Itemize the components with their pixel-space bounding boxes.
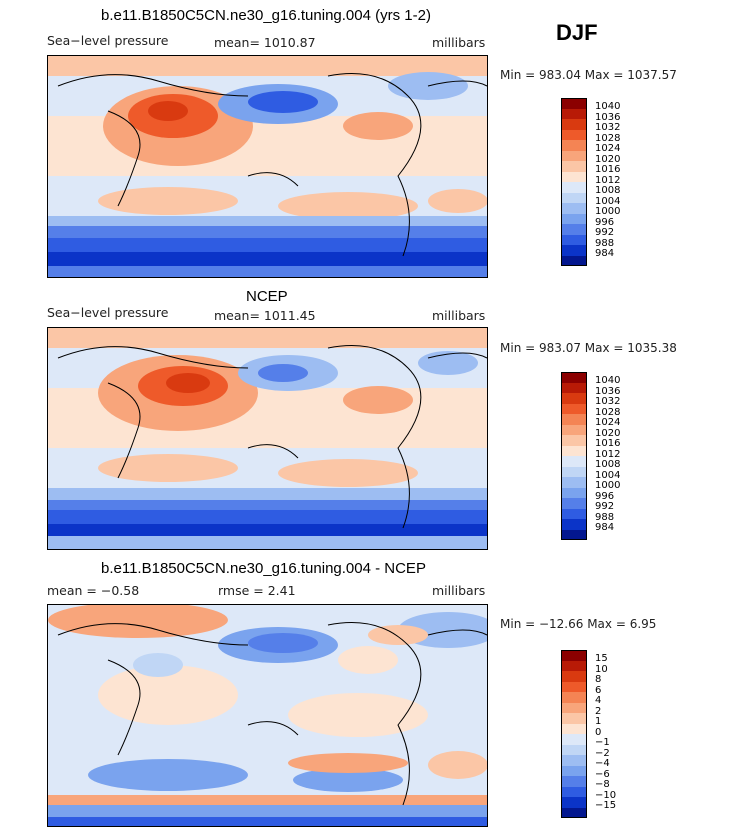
colorbar-label: 0 (595, 726, 602, 738)
colorbar-label: 2 (595, 705, 602, 717)
colorbar-label: 1036 (595, 385, 621, 397)
panel-3-rmse: rmse = 2.41 (218, 583, 296, 598)
panel-2-field (48, 328, 487, 549)
colorbar-label: 1012 (595, 448, 621, 460)
colorbar-frame (561, 98, 587, 266)
colorbar-label: 1032 (595, 122, 621, 133)
colorbar-label: 1020 (595, 153, 621, 165)
colorbar-label: 996 (595, 216, 615, 228)
colorbar-label: 1032 (595, 396, 621, 407)
colorbar-label: 1008 (595, 185, 621, 196)
panel-3-units: millibars (432, 583, 486, 598)
colorbar-label: 1020 (595, 427, 621, 439)
colorbar-label: 984 (595, 522, 615, 533)
colorbar-frame (561, 372, 587, 540)
colorbar-label: 1000 (595, 480, 621, 491)
colorbar-label: 992 (595, 501, 615, 512)
colorbar-label: 1036 (595, 111, 621, 123)
colorbar-label: 1 (595, 716, 602, 727)
colorbar-label: 1012 (595, 174, 621, 186)
panel-1-title: b.e11.B1850C5CN.ne30_g16.tuning.004 (yrs… (101, 7, 431, 24)
colorbar-label: 1028 (595, 132, 621, 144)
panel-1-map (47, 55, 488, 278)
colorbar-label: −4 (595, 758, 610, 769)
colorbar-label: 1024 (595, 143, 621, 154)
colorbar-label: −1 (595, 737, 610, 748)
colorbar-frame (561, 650, 587, 818)
colorbar-label: 1016 (595, 164, 621, 175)
colorbar-label: −2 (595, 747, 610, 759)
colorbar-label: 1000 (595, 206, 621, 217)
colorbar-label: 984 (595, 248, 615, 259)
colorbar-label: −8 (595, 779, 610, 790)
season-label: DJF (556, 20, 598, 45)
panel-3-title: b.e11.B1850C5CN.ne30_g16.tuning.004 - NC… (101, 560, 426, 577)
panel-2-units: millibars (432, 308, 486, 323)
panel-1-units: millibars (432, 35, 486, 50)
colorbar-label: 996 (595, 490, 615, 502)
panel-3-minmax: Min = −12.66 Max = 6.95 (500, 617, 657, 631)
panel-2-minmax: Min = 983.07 Max = 1035.38 (500, 341, 677, 355)
colorbar-label: 4 (595, 695, 602, 706)
panel-1-field (48, 56, 487, 277)
panel-2-map (47, 327, 488, 550)
colorbar-label: 988 (595, 511, 615, 523)
panel-2-variable: Sea−level pressure (47, 305, 169, 320)
colorbar-label: 992 (595, 227, 615, 238)
panel-1-variable: Sea−level pressure (47, 33, 169, 48)
colorbar-label: 10 (595, 663, 608, 675)
colorbar-label: 1040 (595, 101, 621, 112)
panel-1-mean: mean= 1010.87 (214, 35, 316, 50)
colorbar-label: 988 (595, 237, 615, 249)
panel-3-map (47, 604, 488, 827)
colorbar-label: 1004 (595, 195, 621, 207)
colorbar-label: 1016 (595, 438, 621, 449)
colorbar-label: 8 (595, 674, 602, 685)
panel-3-field (48, 605, 487, 826)
panel-1-minmax: Min = 983.04 Max = 1037.57 (500, 68, 677, 82)
colorbar-label: 15 (595, 653, 608, 664)
panel-2-mean: mean= 1011.45 (214, 308, 316, 323)
panel-3-mean: mean = −0.58 (47, 583, 140, 598)
colorbar-label: −10 (595, 789, 617, 801)
colorbar-label: 1024 (595, 417, 621, 428)
colorbar-label: −6 (595, 768, 610, 780)
colorbar-label: 1008 (595, 459, 621, 470)
colorbar-label: 1004 (595, 469, 621, 481)
colorbar-label: 6 (595, 684, 602, 696)
colorbar-label: 1040 (595, 375, 621, 386)
colorbar-label: 1028 (595, 406, 621, 418)
colorbar-label: −15 (595, 800, 617, 811)
panel-2-title: NCEP (246, 288, 288, 305)
